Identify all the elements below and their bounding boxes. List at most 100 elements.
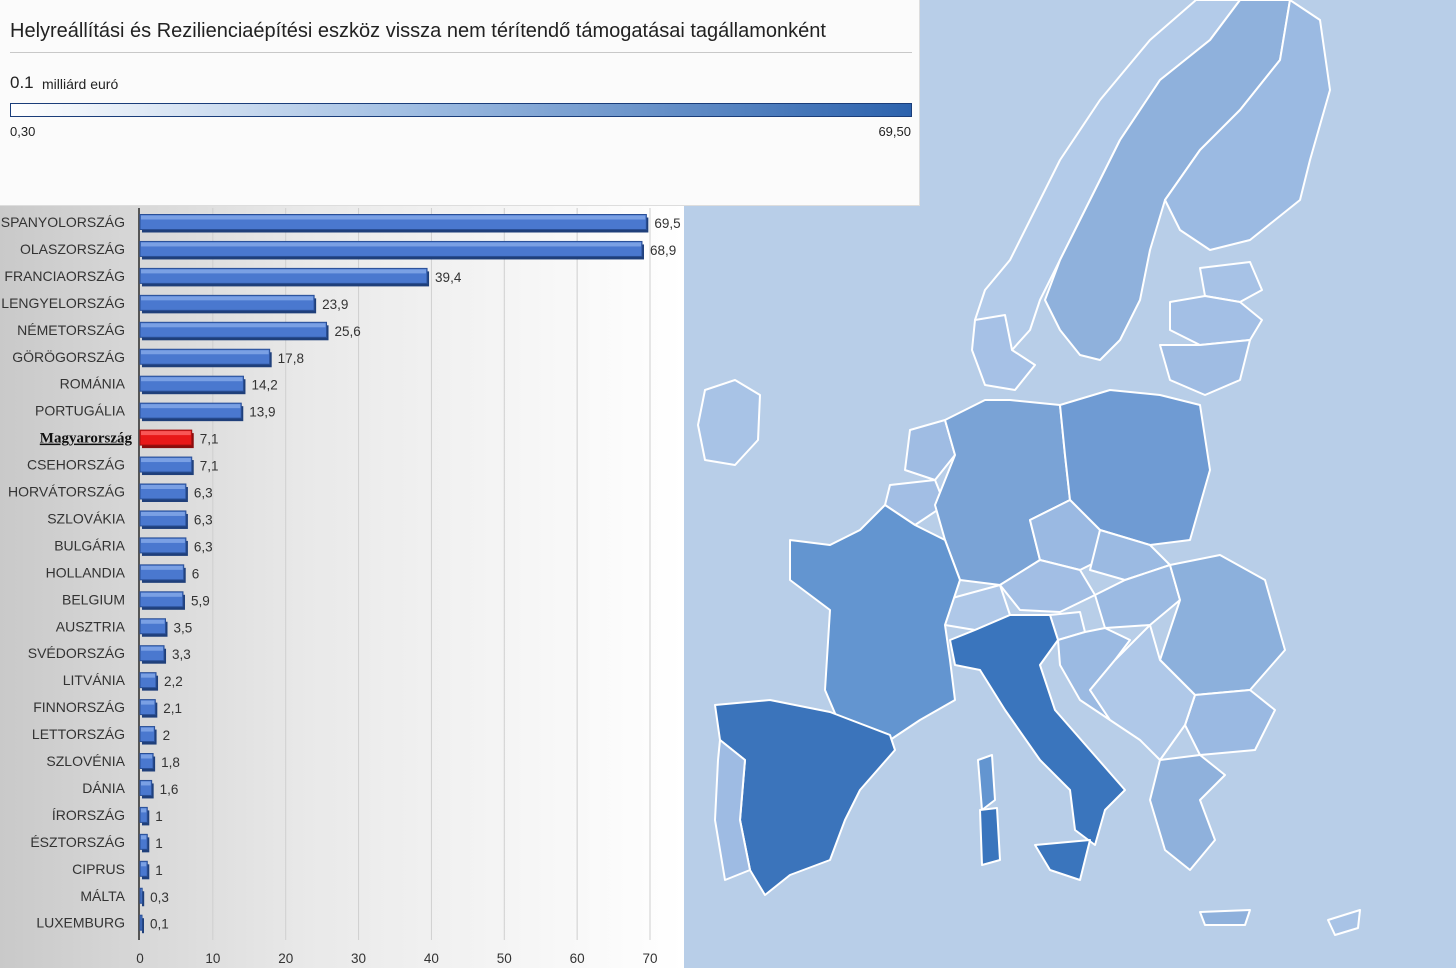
value-label: 2 — [163, 728, 171, 743]
x-tick-label: 70 — [642, 951, 657, 966]
bar-highlight — [141, 269, 427, 274]
value-label: 7,1 — [200, 459, 219, 474]
category-label: LETTORSZÁG — [32, 726, 125, 742]
value-label: 69,5 — [654, 216, 680, 231]
legend-value: 0.1 — [10, 73, 34, 92]
value-label: 2,1 — [163, 701, 182, 716]
bar-highlight — [141, 781, 151, 786]
bar-highlight — [141, 592, 182, 597]
map-ireland — [697, 379, 761, 466]
bar-shadow — [142, 891, 145, 907]
bar-shadow — [142, 918, 144, 934]
bar-highlight — [141, 862, 147, 867]
value-label: 3,5 — [174, 620, 193, 635]
category-label: BULGÁRIA — [54, 537, 125, 553]
chart-title: Helyreállítási és Rezilienciaépítési esz… — [10, 20, 826, 42]
category-label: ÉSZTORSZÁG — [30, 834, 125, 850]
bars — [139, 214, 649, 934]
map-crete — [1199, 909, 1251, 926]
category-label: ROMÁNIA — [60, 376, 126, 392]
value-label: 6 — [192, 566, 200, 581]
category-label: DÁNIA — [82, 780, 125, 796]
value-label: 17,8 — [278, 351, 304, 366]
map-sardinia — [979, 807, 1001, 866]
category-label: FRANCIAORSZÁG — [4, 268, 125, 284]
category-label: SPANYOLORSZÁG — [1, 214, 125, 230]
bar — [139, 833, 148, 850]
bar-highlight — [141, 619, 165, 624]
bar — [139, 914, 143, 931]
value-label: 25,6 — [335, 324, 361, 339]
map-denmark — [971, 314, 1036, 391]
category-label: ÍRORSZÁG — [52, 807, 125, 823]
bar-highlight — [141, 215, 646, 220]
bar — [139, 779, 153, 796]
value-label: 23,9 — [322, 297, 348, 312]
bar-highlight — [141, 350, 269, 355]
legend-unit: milliárd euró — [42, 76, 119, 92]
value-label: 7,1 — [200, 432, 219, 447]
bar-highlight — [141, 242, 641, 247]
map-belgium — [884, 479, 946, 526]
map-netherlands — [904, 419, 956, 481]
category-label: SZLOVÉNIA — [46, 753, 125, 769]
bar-highlight — [141, 431, 191, 436]
x-tick-label: 30 — [351, 951, 366, 966]
bar — [139, 860, 148, 877]
bar-highlight — [141, 673, 156, 678]
value-label: 1 — [155, 836, 163, 851]
legend-color-scale — [10, 103, 912, 117]
bar-highlight — [141, 565, 183, 570]
category-label: OLASZORSZÁG — [20, 241, 125, 257]
category-label: NÉMETORSZÁG — [17, 322, 125, 338]
category-label: LENGYELORSZÁG — [1, 295, 125, 311]
map-poland — [1059, 389, 1211, 546]
bar-highlight — [141, 808, 147, 813]
x-axis-ticks: 0 10 20 30 40 50 60 70 — [136, 951, 657, 966]
category-label: LITVÁNIA — [63, 672, 126, 688]
europe-map — [684, 0, 1456, 968]
map-portugal — [714, 739, 751, 881]
category-label: MÁLTA — [80, 888, 125, 904]
legend-max-label: 69,50 — [878, 124, 911, 139]
map-greece — [1149, 754, 1226, 871]
x-tick-label: 40 — [424, 951, 439, 966]
value-label: 0,1 — [150, 917, 169, 932]
value-label: 1 — [155, 809, 163, 824]
category-label: AUSZTRIA — [56, 618, 126, 634]
value-label: 3,3 — [172, 647, 191, 662]
value-label: 6,3 — [194, 486, 213, 501]
bar-highlight — [141, 700, 155, 705]
value-labels: 69,5 68,9 39,4 23,9 25,6 17,814,2 13,9 7,1 7,1 6,… — [150, 216, 681, 932]
category-label: FINNORSZÁG — [33, 699, 125, 715]
bar-highlight — [141, 377, 243, 382]
bar-highlight — [141, 646, 164, 651]
map-cyprus — [1327, 909, 1361, 936]
category-label: CSEHORSZÁG — [27, 457, 125, 473]
category-label: GÖRÖGORSZÁG — [12, 348, 125, 365]
x-tick-label: 60 — [570, 951, 585, 966]
bar-highlight — [141, 511, 185, 516]
gridlines — [138, 208, 651, 940]
map-lithuania — [1159, 339, 1251, 396]
map-estonia — [1199, 261, 1263, 303]
category-label: SVÉDORSZÁG — [28, 645, 125, 661]
category-label: BELGIUM — [62, 591, 125, 607]
value-label: 0,3 — [150, 890, 169, 905]
category-label: Magyarország — [40, 431, 133, 447]
value-label: 1 — [155, 863, 163, 878]
map-sicily — [1034, 839, 1091, 881]
bar — [139, 806, 148, 823]
value-label: 39,4 — [435, 270, 462, 285]
category-label: HORVÁTORSZÁG — [8, 484, 125, 500]
bar-highlight — [141, 296, 314, 301]
bar-highlight — [141, 754, 153, 759]
category-label: HOLLANDIA — [46, 564, 126, 580]
x-tick-label: 50 — [497, 951, 512, 966]
bar-highlight — [141, 404, 241, 409]
map-france — [789, 504, 961, 741]
legend-min-label: 0,30 — [10, 124, 36, 139]
bar — [139, 887, 143, 904]
title-divider — [10, 52, 912, 53]
bar-highlight — [141, 727, 154, 732]
